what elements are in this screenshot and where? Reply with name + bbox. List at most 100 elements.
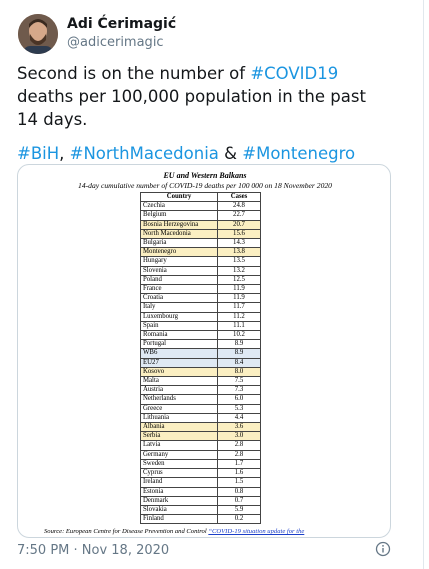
table-row: Albania 3.6 <box>140 422 261 433</box>
table-row: Romania 10.2 <box>140 330 261 341</box>
table-row: Czechia 24.8 <box>140 201 261 212</box>
table-row: Lithuania 4.4 <box>140 412 261 424</box>
cases-cell: 0.2 <box>217 514 261 525</box>
avatar-image <box>18 14 58 54</box>
country-cell: EU27 <box>140 357 218 368</box>
table-row: Poland 12.5 <box>140 274 261 286</box>
author-handle[interactable]: @adicerimagic <box>67 35 164 50</box>
cases-cell: 7.5 <box>217 376 261 387</box>
table-row: Latvia 2.8 <box>140 440 261 451</box>
table-row: Croatia 11.9 <box>140 293 261 304</box>
country-cell: Bosnia Herzegovina <box>140 219 218 230</box>
cases-cell: 8.9 <box>217 348 261 359</box>
text: , <box>59 144 70 163</box>
country-cell: Montenegro <box>140 247 218 258</box>
table-source: Source: European Centre for Disease Prev… <box>44 528 304 535</box>
cases-cell: 13.5 <box>217 256 261 267</box>
country-cell: Bulgaria <box>140 238 218 249</box>
hashtag[interactable]: #NorthMacedonia <box>69 144 219 163</box>
country-cell: Lithuania <box>140 412 218 424</box>
cases-cell: 3.0 <box>217 431 261 442</box>
country-cell: Cyprus <box>140 468 218 479</box>
cases-cell: 11.2 <box>217 311 261 322</box>
country-cell: WB6 <box>140 348 218 359</box>
table-row: Spain 11.1 <box>140 320 261 332</box>
country-cell: Serbia <box>140 431 218 442</box>
cases-cell: 1.7 <box>217 458 261 470</box>
tweet-image[interactable]: EU and Western Balkans 14-day cumulative… <box>17 164 391 538</box>
hashtag[interactable]: #BiH <box>17 144 60 163</box>
hashtag[interactable]: #Montenegro <box>242 144 356 163</box>
text: & <box>218 144 243 163</box>
country-cell: Spain <box>140 320 218 332</box>
timestamp[interactable]: 7:50 PM · Nov 18, 2020 <box>17 543 170 558</box>
source-text: Source: European Centre for Disease Prev… <box>44 528 209 535</box>
table-row: Denmark 0.7 <box>140 495 261 506</box>
cases-cell: 5.3 <box>217 403 261 414</box>
hashtag[interactable]: #COVID19 <box>250 64 339 83</box>
cases-cell: 14.3 <box>217 238 261 249</box>
table-row: Montenegro 13.8 <box>140 247 261 258</box>
country-cell: Portugal <box>140 339 218 350</box>
cases-cell: 0.8 <box>217 486 261 497</box>
table-row: Luxembourg 11.2 <box>140 311 261 322</box>
cases-cell: 22.7 <box>217 210 261 221</box>
table-subtitle: 14-day cumulative number of COVID-19 dea… <box>78 181 332 190</box>
country-cell: Luxembourg <box>140 311 218 322</box>
cases-cell: 1.5 <box>217 477 261 488</box>
country-cell: Malta <box>140 376 218 387</box>
country-cell: Estonia <box>140 486 218 497</box>
avatar[interactable] <box>18 14 58 54</box>
cases-cell: 5.9 <box>217 504 261 516</box>
table-row: Netherlands 6.0 <box>140 394 261 405</box>
country-cell: Albania <box>140 422 218 433</box>
table-row: Sweden 1.7 <box>140 458 261 470</box>
cases-cell: 8.4 <box>217 357 261 368</box>
country-cell: Romania <box>140 330 218 341</box>
country-cell: Belgium <box>140 210 218 221</box>
table-row: Germany 2.8 <box>140 449 261 460</box>
table-row: Cyprus 1.6 <box>140 468 261 479</box>
cases-cell: 8.9 <box>217 339 261 350</box>
info-icon[interactable] <box>375 541 391 557</box>
table-row: France 11.9 <box>140 284 261 295</box>
table-row: EU27 8.4 <box>140 357 261 368</box>
country-cell: Kosovo <box>140 366 218 378</box>
author-name[interactable]: Adi Ćerimagić <box>67 16 177 32</box>
cases-cell: 4.4 <box>217 412 261 424</box>
cases-cell: 10.2 <box>217 330 261 341</box>
cases-cell: 13.2 <box>217 265 261 276</box>
country-cell: Denmark <box>140 495 218 506</box>
paragraph: Second is on the number of #COVID19 deat… <box>17 62 387 131</box>
country-cell: Sweden <box>140 458 218 470</box>
cases-cell: 2.8 <box>217 449 261 460</box>
table-row: Kosovo 8.0 <box>140 366 261 378</box>
cases-cell: 11.7 <box>217 302 261 313</box>
table-row: WB6 8.9 <box>140 348 261 359</box>
table-row: Finland 0.2 <box>140 514 261 525</box>
country-cell: Italy <box>140 302 218 313</box>
country-cell: Poland <box>140 274 218 286</box>
table-row: Slovakia 5.9 <box>140 504 261 516</box>
text: deaths per 100,000 population in the pas… <box>17 87 366 129</box>
source-link[interactable]: “COVID-19 situation update for the <box>208 528 305 535</box>
table-header: Country Cases <box>140 191 261 203</box>
cases-cell: 8.0 <box>217 366 261 378</box>
cases-cell: 6.0 <box>217 394 261 405</box>
cases-cell: 1.6 <box>217 468 261 479</box>
table-row: Portugal 8.9 <box>140 339 261 350</box>
table-row: Ireland 1.5 <box>140 477 261 488</box>
header-cell: Country <box>140 191 218 203</box>
country-cell: North Macedonia <box>140 228 218 240</box>
cases-cell: 11.9 <box>217 284 261 295</box>
country-cell: Czechia <box>140 201 218 212</box>
table-row: Italy 11.7 <box>140 302 261 313</box>
table-row: Bulgaria 14.3 <box>140 238 261 249</box>
table-row: Austria 7.3 <box>140 385 261 396</box>
table-row: Hungary 13.5 <box>140 256 261 267</box>
cases-cell: 13.8 <box>217 247 261 258</box>
cases-cell: 12.5 <box>217 274 261 286</box>
cases-cell: 15.6 <box>217 228 261 240</box>
